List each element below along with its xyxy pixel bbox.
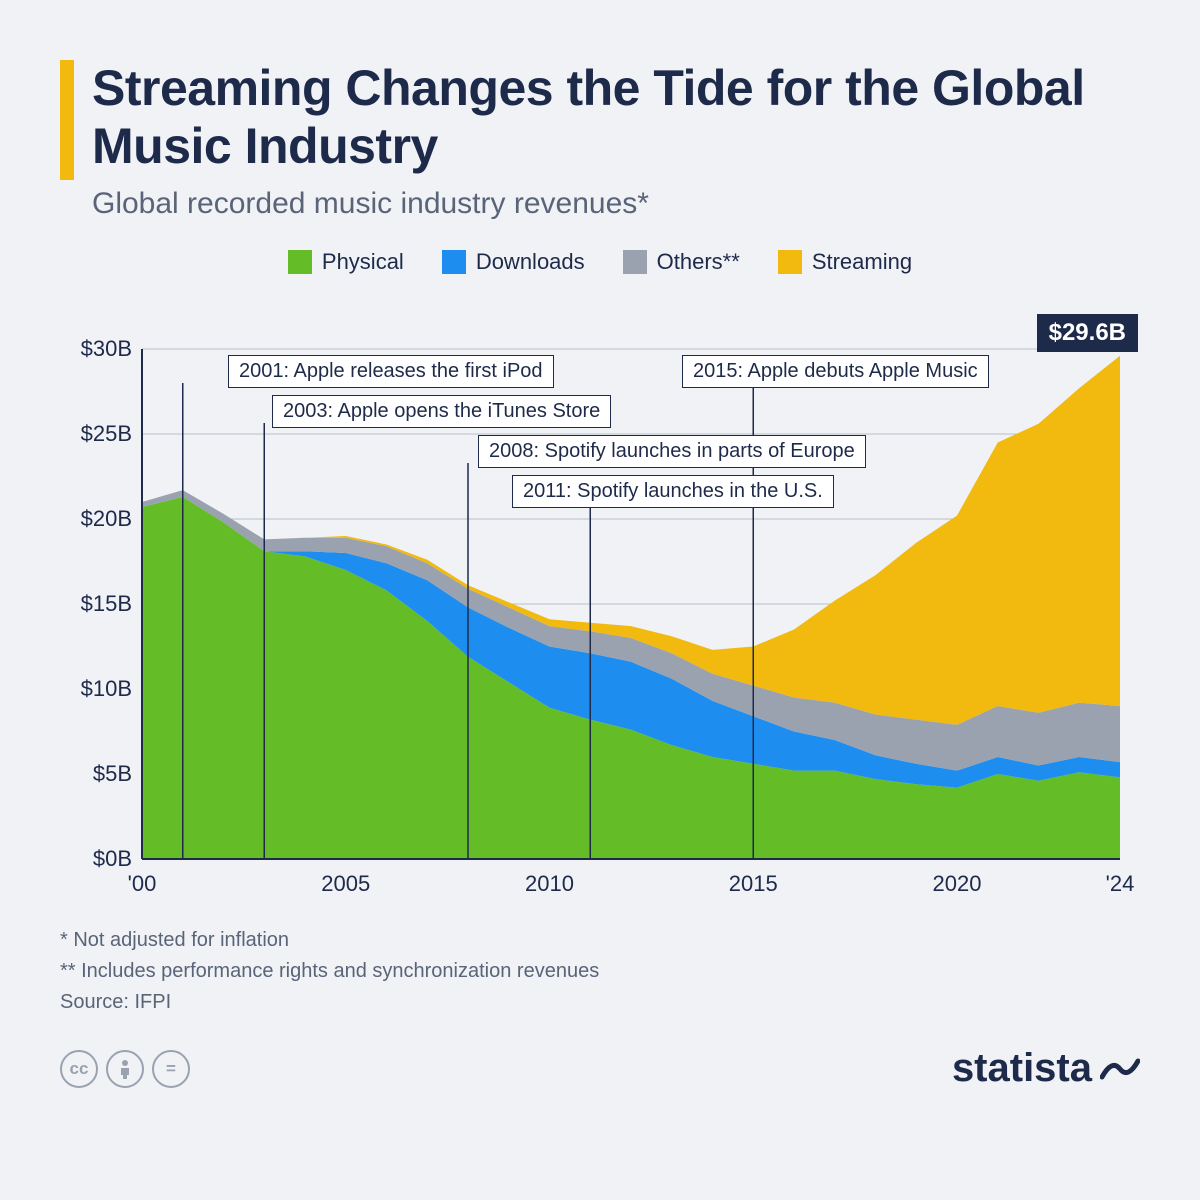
- downloads-swatch: [442, 250, 466, 274]
- annotation-label: 2015: Apple debuts Apple Music: [682, 355, 989, 388]
- legend: Physical Downloads Others** Streaming: [60, 249, 1140, 275]
- cc-icon: cc: [60, 1050, 98, 1088]
- legend-label: Physical: [322, 249, 404, 275]
- total-value-label: $29.6B: [1037, 314, 1138, 352]
- svg-text:$15B: $15B: [81, 591, 132, 616]
- legend-item-downloads: Downloads: [442, 249, 585, 275]
- chart-area: $0B $5B $10B $15B $20B $25B $30B '00 2005 2010 201…: [60, 289, 1140, 909]
- svg-text:2020: 2020: [933, 871, 982, 896]
- brand-text: statista: [952, 1046, 1092, 1091]
- svg-text:$30B: $30B: [81, 336, 132, 361]
- title-block: Streaming Changes the Tide for the Globa…: [92, 60, 1140, 221]
- annotation-label: 2011: Spotify launches in the U.S.: [512, 475, 834, 508]
- nd-icon: =: [152, 1050, 190, 1088]
- footnotes: * Not adjusted for inflation** Includes …: [60, 925, 1140, 1018]
- legend-item-others: Others**: [623, 249, 740, 275]
- svg-text:2010: 2010: [525, 871, 574, 896]
- subtitle: Global recorded music industry revenues*: [92, 187, 1140, 221]
- statista-logo: statista: [952, 1046, 1140, 1091]
- svg-text:$20B: $20B: [81, 506, 132, 531]
- svg-text:2005: 2005: [321, 871, 370, 896]
- legend-item-streaming: Streaming: [778, 249, 912, 275]
- footnote-line: * Not adjusted for inflation: [60, 925, 1140, 956]
- annotation: 2001: Apple releases the first iPod: [228, 355, 554, 388]
- footnote-line: Source: IFPI: [60, 987, 1140, 1018]
- annotation: 2015: Apple debuts Apple Music: [682, 355, 989, 388]
- footer: cc = statista: [60, 1046, 1140, 1091]
- svg-text:'00: '00: [128, 871, 157, 896]
- statista-wave-icon: [1100, 1049, 1140, 1089]
- by-icon: [106, 1050, 144, 1088]
- svg-text:$0B: $0B: [93, 846, 132, 871]
- page-title: Streaming Changes the Tide for the Globa…: [92, 60, 1140, 175]
- svg-text:$10B: $10B: [81, 676, 132, 701]
- physical-swatch: [288, 250, 312, 274]
- annotation: 2003: Apple opens the iTunes Store: [272, 395, 611, 428]
- footnote-line: ** Includes performance rights and synch…: [60, 956, 1140, 987]
- legend-label: Downloads: [476, 249, 585, 275]
- legend-label: Others**: [657, 249, 740, 275]
- annotation: 2008: Spotify launches in parts of Europ…: [478, 435, 866, 468]
- annotation: 2011: Spotify launches in the U.S.: [512, 475, 834, 508]
- svg-text:'24: '24: [1106, 871, 1135, 896]
- legend-label: Streaming: [812, 249, 912, 275]
- legend-item-physical: Physical: [288, 249, 404, 275]
- others-swatch: [623, 250, 647, 274]
- accent-bar: [60, 60, 74, 180]
- svg-text:$5B: $5B: [93, 761, 132, 786]
- annotation-label: 2008: Spotify launches in parts of Europ…: [478, 435, 866, 468]
- svg-text:$25B: $25B: [81, 421, 132, 446]
- license-icons: cc =: [60, 1050, 190, 1088]
- svg-text:2015: 2015: [729, 871, 778, 896]
- annotation-label: 2001: Apple releases the first iPod: [228, 355, 554, 388]
- streaming-swatch: [778, 250, 802, 274]
- annotation-label: 2003: Apple opens the iTunes Store: [272, 395, 611, 428]
- header: Streaming Changes the Tide for the Globa…: [60, 60, 1140, 221]
